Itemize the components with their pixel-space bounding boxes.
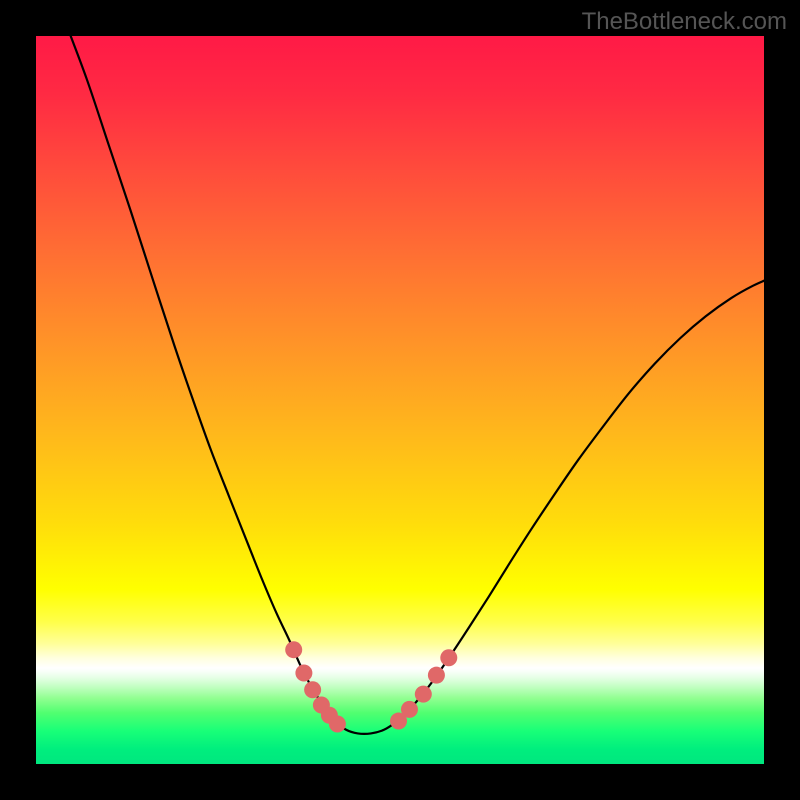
marker-point	[415, 686, 432, 703]
marker-point	[401, 701, 418, 718]
marker-point	[304, 681, 321, 698]
curve-svg	[36, 36, 764, 764]
marker-group	[285, 641, 457, 732]
plot-area	[36, 36, 764, 764]
marker-point	[329, 715, 346, 732]
marker-point	[295, 665, 312, 682]
marker-point	[440, 649, 457, 666]
chart-container: TheBottleneck.com	[0, 0, 800, 800]
marker-point	[285, 641, 302, 658]
v-curve-path	[65, 36, 764, 734]
watermark-text: TheBottleneck.com	[582, 8, 787, 36]
marker-point	[428, 667, 445, 684]
